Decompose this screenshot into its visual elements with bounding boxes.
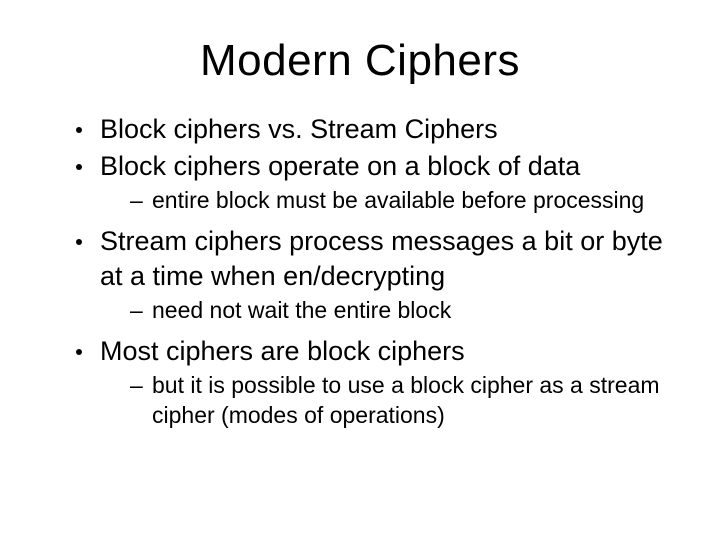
bullet-item: Most ciphers are block ciphers but it is… — [74, 334, 670, 431]
sub-bullet-text: entire block must be available before pr… — [152, 187, 644, 213]
slide-title: Modern Ciphers — [40, 36, 680, 86]
sub-bullet-list: entire block must be available before pr… — [100, 186, 670, 216]
sub-bullet-item: need not wait the entire block — [130, 296, 670, 326]
sub-bullet-item: but it is possible to use a block cipher… — [130, 371, 670, 431]
sub-bullet-text: need not wait the entire block — [152, 297, 451, 323]
slide: Modern Ciphers Block ciphers vs. Stream … — [0, 0, 720, 540]
sub-bullet-list: but it is possible to use a block cipher… — [100, 371, 670, 431]
bullet-text: Most ciphers are block ciphers — [100, 336, 465, 366]
bullet-text: Block ciphers vs. Stream Ciphers — [100, 114, 498, 144]
bullet-item: Block ciphers vs. Stream Ciphers — [74, 112, 670, 147]
sub-bullet-text: but it is possible to use a block cipher… — [152, 372, 660, 428]
sub-bullet-item: entire block must be available before pr… — [130, 186, 670, 216]
sub-bullet-list: need not wait the entire block — [100, 296, 670, 326]
bullet-text: Block ciphers operate on a block of data — [100, 151, 580, 181]
bullet-item: Stream ciphers process messages a bit or… — [74, 224, 670, 326]
bullet-text: Stream ciphers process messages a bit or… — [100, 226, 663, 291]
bullet-list: Block ciphers vs. Stream Ciphers Block c… — [40, 112, 680, 431]
bullet-item: Block ciphers operate on a block of data… — [74, 149, 670, 216]
